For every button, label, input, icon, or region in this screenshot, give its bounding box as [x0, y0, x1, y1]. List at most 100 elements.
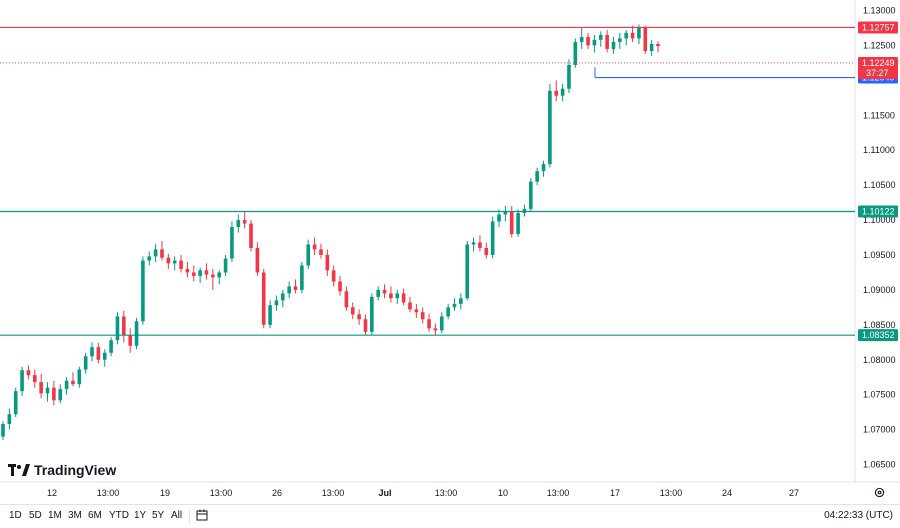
y-tick-label: 1.10500 [863, 180, 896, 190]
candle-body [312, 244, 317, 250]
candle-body [497, 214, 501, 222]
candle-body [490, 221, 495, 255]
candle-body [274, 300, 279, 306]
gear-icon[interactable] [874, 487, 885, 498]
candle-body [249, 223, 253, 248]
y-tick-label: 1.09000 [863, 285, 896, 295]
candle-body [414, 309, 419, 313]
candle-body [109, 340, 113, 353]
level-badge-resistance [858, 21, 898, 34]
x-tick-label: 26 [272, 488, 282, 498]
candle-body [325, 254, 330, 271]
y-tick-label: 1.13000 [863, 5, 896, 15]
x-tick-label: Jul [378, 488, 391, 498]
candle-body [39, 382, 43, 394]
x-tick-label: 27 [789, 488, 799, 498]
candle-body [592, 39, 597, 46]
candle-body [77, 369, 82, 385]
candle-body [598, 34, 603, 40]
candle-body [13, 391, 18, 415]
candle-body [624, 32, 629, 39]
candle-body [649, 44, 654, 51]
y-tick-label: 1.12500 [863, 40, 896, 50]
candle-body [357, 314, 361, 320]
candle-body [141, 260, 145, 322]
range-1d-button[interactable]: 1D [9, 510, 22, 521]
countdown-label: 37:27 [866, 68, 889, 78]
candle-body [573, 41, 578, 65]
candle-body [300, 265, 304, 290]
candle-body [242, 220, 247, 224]
toolbar-divider [189, 510, 190, 523]
range-toolbar: 1D 5D 1M 3M 6M YTD 1Y 5Y All 04:22:33 (U… [0, 504, 900, 528]
range-all-button[interactable]: All [171, 510, 183, 521]
y-tick-label: 1.07000 [863, 425, 896, 435]
tradingview-logo: TradingView [8, 462, 116, 478]
y-tick-label: 1.08500 [863, 320, 896, 330]
candle-body [605, 34, 609, 49]
range-5y-button[interactable]: 5Y [152, 510, 165, 521]
price-chart[interactable]: 1.06500 1.07000 1.07500 1.08000 1.08500 1.090… [0, 0, 900, 504]
candle-body [236, 220, 241, 228]
level-badge-support-low [858, 329, 898, 342]
candle-body [58, 389, 63, 401]
candle-body [191, 272, 196, 276]
candle-body [230, 227, 234, 259]
range-1y-button[interactable]: 1Y [134, 510, 147, 521]
candle-body [643, 27, 648, 51]
x-tick-label: 19 [160, 488, 170, 498]
candle-body [306, 244, 311, 266]
calendar-range-icon[interactable] [196, 509, 208, 521]
candle-body [427, 319, 431, 329]
candle-body [160, 249, 164, 258]
candle-body [376, 289, 380, 297]
range-5d-button[interactable]: 5D [29, 510, 42, 521]
candle-body [153, 249, 158, 257]
candle-body [535, 171, 539, 182]
candle-body [338, 281, 342, 292]
candle-body [102, 352, 107, 360]
candle-body [115, 316, 120, 341]
candle-body [395, 293, 400, 299]
x-tick-label: 13:00 [322, 488, 345, 498]
candle-body [363, 319, 368, 332]
candle-body [554, 90, 559, 96]
candle-body [255, 247, 260, 273]
candle-body [478, 242, 482, 248]
candle-body [344, 291, 349, 308]
level-label-support-high: 1.10122 [862, 207, 895, 217]
candle-body [32, 375, 37, 383]
candle-body [268, 305, 272, 325]
candle-body [20, 370, 24, 392]
last-price-badge [858, 56, 898, 79]
y-tick-label: 1.10000 [863, 215, 896, 225]
candle-body [439, 316, 444, 331]
candle-body [484, 247, 489, 255]
level-badge-support-high [858, 205, 898, 218]
range-3m-button[interactable]: 3M [68, 510, 82, 521]
candle-body [541, 164, 546, 172]
candle-body [630, 32, 635, 39]
candle-body [382, 289, 387, 294]
utc-clock[interactable]: 04:22:33 (UTC) [824, 510, 893, 521]
candle-body [560, 88, 565, 96]
x-tick-label: 13:00 [660, 488, 683, 498]
range-1m-button[interactable]: 1M [48, 510, 62, 521]
candle-body [147, 256, 152, 261]
candle-body [420, 312, 425, 320]
range-ytd-button[interactable]: YTD [109, 510, 129, 521]
last-price-label: 1.12249 [862, 58, 895, 68]
candle-body [122, 316, 126, 336]
x-tick-label: 10 [498, 488, 508, 498]
range-6m-button[interactable]: 6M [88, 510, 102, 521]
candle-body [656, 44, 660, 47]
candle-body [586, 37, 590, 46]
candle-body [516, 213, 520, 235]
candle-body [319, 249, 323, 255]
candle-body [503, 211, 508, 215]
tradingview-logo-icon [8, 464, 30, 476]
candle-body [96, 347, 101, 360]
candle-body [185, 268, 190, 273]
y-tick-label: 1.07500 [863, 390, 896, 400]
